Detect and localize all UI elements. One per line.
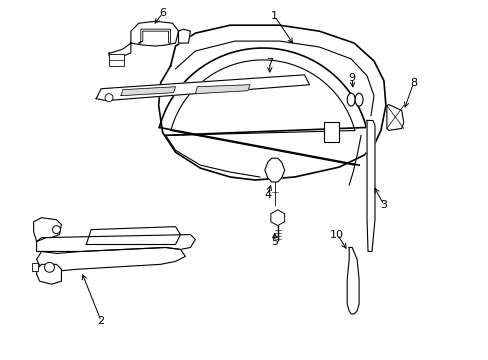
Bar — [32, 264, 38, 271]
Bar — [324, 122, 339, 142]
Polygon shape — [386, 105, 403, 130]
Polygon shape — [264, 158, 284, 182]
Ellipse shape — [354, 93, 362, 106]
Text: 5: 5 — [271, 237, 278, 247]
Polygon shape — [158, 25, 385, 180]
Text: 10: 10 — [329, 230, 344, 239]
Polygon shape — [86, 227, 180, 244]
Polygon shape — [96, 75, 309, 100]
Polygon shape — [37, 235, 195, 251]
Polygon shape — [109, 43, 131, 57]
Bar — [109, 54, 123, 66]
Text: 9: 9 — [348, 73, 355, 83]
Text: 6: 6 — [159, 8, 166, 18]
Circle shape — [44, 262, 54, 272]
Text: 4: 4 — [264, 190, 271, 200]
Polygon shape — [270, 210, 284, 226]
Text: 3: 3 — [380, 200, 386, 210]
Polygon shape — [346, 247, 358, 314]
Circle shape — [52, 226, 61, 234]
Polygon shape — [37, 247, 185, 271]
Polygon shape — [121, 87, 175, 96]
Polygon shape — [195, 85, 249, 94]
Polygon shape — [366, 121, 374, 251]
Polygon shape — [34, 218, 61, 242]
Text: 1: 1 — [271, 11, 278, 21]
Circle shape — [105, 94, 113, 102]
Ellipse shape — [346, 93, 354, 106]
Polygon shape — [37, 264, 61, 284]
Text: 7: 7 — [265, 58, 273, 68]
Text: 2: 2 — [97, 316, 104, 326]
Text: 8: 8 — [409, 78, 416, 88]
Polygon shape — [131, 21, 178, 46]
Polygon shape — [178, 29, 190, 43]
